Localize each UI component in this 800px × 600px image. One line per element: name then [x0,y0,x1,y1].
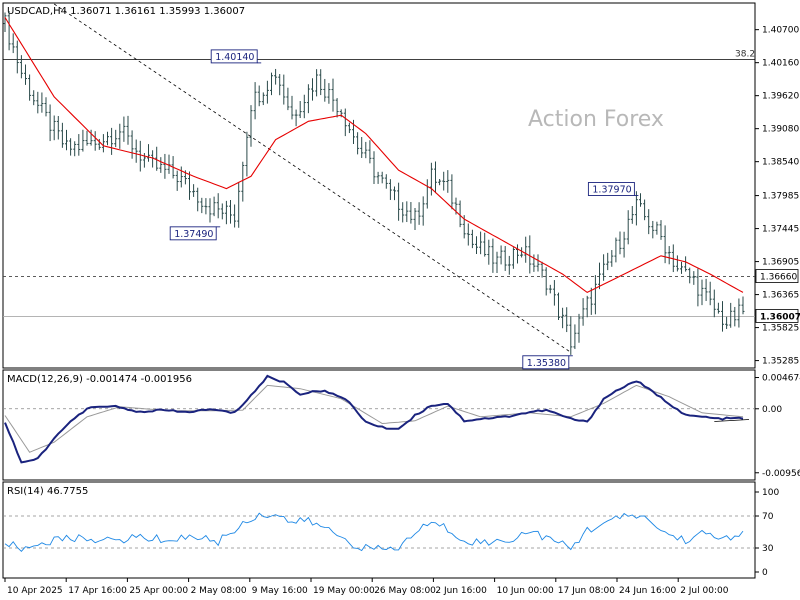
rsi-lines [3,512,755,552]
time-tick-label: 10 Apr 2025 [7,586,63,596]
macd-tick-label: 0.004674 [762,374,800,384]
price-axis: 1.40700 1.40160 1.39620 1.39080 1.38540 1.379… [755,26,799,367]
macd-trend-line [714,419,750,422]
current-price-box [755,309,799,323]
rsi-path [4,512,744,552]
price-tick-label: 1.39620 [762,92,799,102]
annotation-label: 1.35380 [527,358,566,369]
price-tick-label: 1.37445 [762,225,799,235]
macd-tick-label: -0.009568 [762,469,800,479]
price-tick-label: 1.35285 [762,357,799,367]
time-tick-label: 17 Jun 08:00 [558,586,615,596]
price-tick-label: 1.38540 [762,158,799,168]
macd-title: MACD(12,26,9) -0.001474 -0.001956 [7,374,192,385]
price-tick-label: 1.36365 [762,291,799,301]
trend-line [53,3,572,353]
time-tick-label: 25 Apr 00:00 [129,586,188,596]
time-tick-label: 10 Jun 00:00 [497,586,554,596]
price-tick-label: 1.40700 [762,26,799,36]
macd-path [4,374,744,464]
price-bars [3,11,745,355]
macd-panel: MACD(12,26,9) -0.001474 -0.001956 0.0046… [2,369,800,481]
price-panel: USDCAD,H4 1.36071 1.36161 1.35993 1.3600… [2,2,800,370]
annotation-box [210,49,258,64]
time-tick-label: 26 May 08:00 [374,586,436,596]
watermark: Action Forex [528,107,664,132]
rsi-title: RSI(14) 46.7755 [7,486,88,497]
annotation-box [587,182,635,196]
annotation-box [522,355,570,370]
macd-tick-label: 0.00 [762,405,782,415]
time-tick-label: 19 May 00:00 [313,586,375,596]
rsi-tick-label: 30 [762,544,774,554]
price-tick-label: 1.36905 [762,258,799,268]
time-tick-label: 17 Apr 16:00 [68,586,127,596]
macd-signal-path [4,384,744,453]
sma-path [4,17,744,294]
annotation-label: 1.37970 [592,185,631,196]
sma-line [4,17,744,294]
time-tick-label: 2 Jul 00:00 [680,586,729,596]
annotation-box [169,226,217,241]
time-tick-label: 9 May 16:00 [252,586,308,596]
rsi-tick-label: 100 [762,488,779,498]
price-tick-label: 1.39080 [762,125,799,135]
symbol-title: USDCAD,H4 1.36071 1.36161 1.35993 1.3600… [7,6,245,17]
rsi-tick-label: 70 [762,512,774,522]
annotation-label: 1.37490 [174,229,213,240]
rsi-panel: RSI(14) 46.7755 100 70 30 0 [2,481,779,579]
price-tick-label: 1.40160 [762,59,799,69]
current-price-label: 1.36007 [760,312,800,322]
fib-label: 38.2 [735,50,755,60]
price-tick-label: 1.35825 [762,324,799,334]
rsi-tick-label: 0 [762,568,768,578]
time-tick-label: 2 May 08:00 [191,586,247,596]
price-annotations: 1.40140 1.37490 1.37970 1.35380 [169,49,639,370]
time-tick-label: 24 Jun 16:00 [619,586,676,596]
macd-axis: 0.004674 0.00 -0.009568 [755,374,800,479]
time-tick-label: 2 Jun 16:00 [435,586,487,596]
price-lines: 1.36660 1.36007 [3,3,800,353]
macd-lines [3,374,755,464]
level-label-box [755,269,799,283]
level-label: 1.36660 [760,273,797,283]
annotation-label: 1.40140 [215,52,254,63]
price-tick-label: 1.37985 [762,192,799,202]
time-axis: 10 Apr 2025 17 Apr 16:00 25 Apr 00:00 2 May… [4,578,729,596]
rsi-axis: 100 70 30 0 [755,488,779,578]
